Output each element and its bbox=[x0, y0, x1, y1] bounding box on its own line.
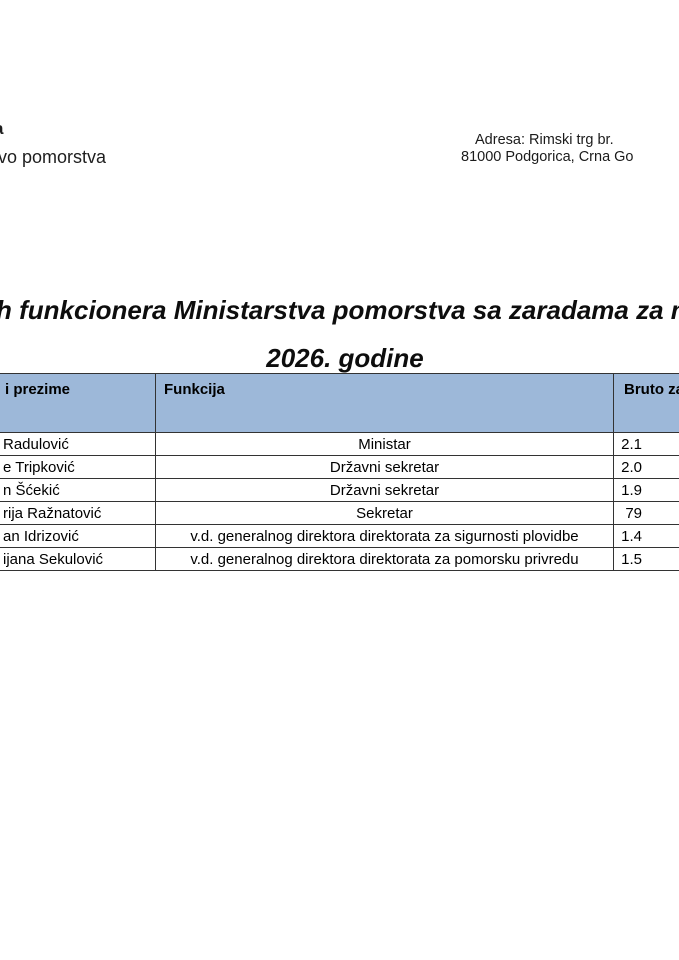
cell-name: an Idrizović bbox=[0, 524, 156, 548]
cell-function: v.d. generalnog direktora direktorata za… bbox=[155, 524, 614, 548]
address-line-city: 81000 Podgorica, Crna Go bbox=[461, 149, 634, 165]
cell-name: Radulović bbox=[0, 432, 156, 456]
cell-salary: 1.9 bbox=[613, 478, 679, 502]
table-row: e Tripković Državni sekretar 2.0 bbox=[0, 455, 679, 479]
cell-function: Ministar bbox=[155, 432, 614, 456]
header-name-and-surname: i prezime bbox=[0, 373, 156, 433]
header-function: Funkcija bbox=[155, 373, 614, 433]
table-row: n Šćekić Državni sekretar 1.9 bbox=[0, 478, 679, 502]
cell-function: Sekretar bbox=[155, 501, 614, 525]
cell-salary: 2.1 bbox=[613, 432, 679, 456]
table-header-row: i prezime Funkcija Bruto zar bbox=[0, 373, 679, 433]
table-row: ijana Sekulović v.d. generalnog direktor… bbox=[0, 547, 679, 571]
cell-salary: 79 bbox=[613, 501, 679, 525]
cell-function: Državni sekretar bbox=[155, 455, 614, 479]
cell-name: ijana Sekulović bbox=[0, 547, 156, 571]
logo-text-fragment-ministry: vo pomorstva bbox=[0, 147, 107, 167]
address-line-street: Adresa: Rimski trg br. bbox=[475, 132, 614, 148]
cell-function: Državni sekretar bbox=[155, 478, 614, 502]
table-row: Radulović Ministar 2.1 bbox=[0, 432, 679, 456]
cell-salary: 1.5 bbox=[613, 547, 679, 571]
cell-salary: 1.4 bbox=[613, 524, 679, 548]
document-title-line1: h funkcionera Ministarstva pomorstva sa … bbox=[0, 295, 679, 325]
cell-function: v.d. generalnog direktora direktorata za… bbox=[155, 547, 614, 571]
cell-name: e Tripković bbox=[0, 455, 156, 479]
cell-name: rija Ražnatović bbox=[0, 501, 156, 525]
table-row: rija Ražnatović Sekretar 79 bbox=[0, 501, 679, 525]
document-title-line2: 2026. godine bbox=[266, 343, 424, 373]
cell-name: n Šćekić bbox=[0, 478, 156, 502]
cell-salary: 2.0 bbox=[613, 455, 679, 479]
table-row: an Idrizović v.d. generalnog direktora d… bbox=[0, 524, 679, 548]
salaries-table: i prezime Funkcija Bruto zar Radulović M… bbox=[0, 373, 679, 571]
logo-text-fragment-top: a bbox=[0, 119, 3, 139]
header-gross-salary: Bruto zar bbox=[613, 373, 679, 433]
